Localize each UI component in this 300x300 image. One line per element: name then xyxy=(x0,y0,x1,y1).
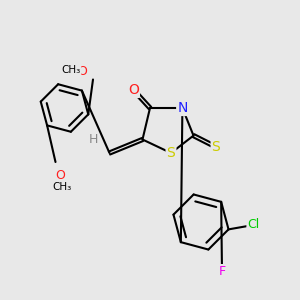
Text: O: O xyxy=(78,65,87,78)
Text: O: O xyxy=(55,169,65,182)
Text: N: N xyxy=(177,101,188,115)
Text: S: S xyxy=(167,146,176,160)
Text: F: F xyxy=(218,265,226,278)
Text: H: H xyxy=(88,133,98,146)
Text: O: O xyxy=(128,83,139,97)
Text: Cl: Cl xyxy=(248,218,260,232)
Text: S: S xyxy=(212,140,220,154)
Text: CH₃: CH₃ xyxy=(61,65,81,75)
Text: CH₃: CH₃ xyxy=(53,182,72,193)
